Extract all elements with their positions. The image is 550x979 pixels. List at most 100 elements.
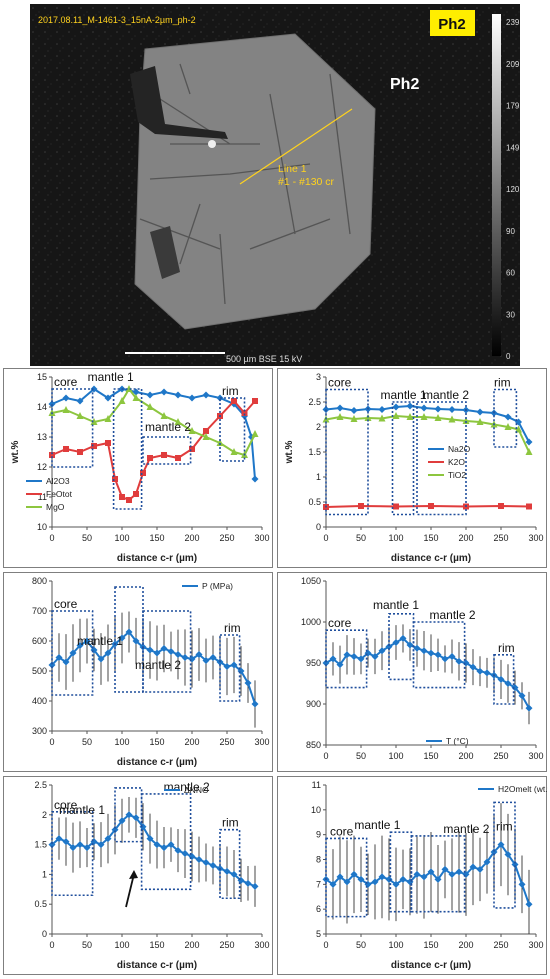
y-tick-label: 10 (37, 522, 47, 532)
x-tick-label: 150 (423, 533, 438, 543)
y-tick-label: 300 (32, 726, 47, 736)
y-tick-label: 700 (32, 606, 47, 616)
zone-box (140, 793, 192, 891)
grayscale-bar (492, 14, 501, 356)
line-label: Line 1 (278, 163, 307, 175)
chart-pressure: 300 400 500 600 700 800 0 50 100 150 200 250 300 dist… (32, 576, 270, 768)
grayscale-tick-label: 0 (506, 352, 511, 361)
series-point (251, 700, 259, 708)
series-point (385, 643, 393, 651)
series-point (132, 637, 140, 645)
chart-panel-temperature: 850 900 950 1000 1050 0 50 100 150 200 250 300 core m… (277, 572, 547, 772)
series-point (223, 867, 231, 875)
series-point (476, 408, 484, 416)
series-point (406, 413, 414, 420)
y-tick-label: 8 (316, 855, 321, 865)
y-tick-label: 6 (316, 904, 321, 914)
x-tick-label: 200 (184, 737, 199, 747)
x-tick-label: 200 (458, 940, 473, 950)
series-point (125, 811, 133, 819)
zone-label: mantle 1 (59, 803, 105, 817)
series-point (511, 684, 519, 692)
series-point (251, 475, 259, 483)
series-point (406, 641, 414, 649)
series-point (230, 661, 238, 669)
series-point (526, 503, 532, 510)
series-point (76, 642, 84, 649)
series-point (125, 628, 133, 636)
grayscale-tick-label: 60 (506, 269, 515, 278)
series-point (55, 835, 63, 843)
legend-label: T (°C) (446, 736, 469, 746)
zone-box (493, 654, 515, 705)
series-point (62, 394, 70, 402)
zone-label: core (328, 616, 352, 630)
x-tick-label: 250 (219, 533, 234, 543)
series-point (174, 418, 182, 425)
series-point (329, 655, 337, 663)
series-point (230, 870, 238, 878)
y-tick-label: 7 (316, 879, 321, 889)
series-point (202, 657, 210, 664)
zone-label: core (54, 798, 78, 812)
series-point (441, 655, 449, 663)
series-point (251, 882, 259, 890)
series-point (216, 439, 224, 446)
series-point (392, 412, 400, 419)
header-text: 2017.08.11_M-1461-3_15nA-2µm_ph-2 (38, 15, 196, 25)
series-point (160, 844, 168, 852)
x-tick-label: 300 (528, 751, 543, 761)
zone-box (219, 397, 246, 462)
x-axis-label: distance c-r (µm) (117, 553, 197, 564)
series-point (378, 414, 386, 422)
y-tick-label: 2 (42, 810, 47, 820)
series-point (76, 412, 84, 419)
x-tick-label: 300 (528, 940, 543, 950)
series-point (455, 868, 463, 876)
series-point (427, 868, 435, 876)
legend-label: FeOtot (46, 489, 73, 499)
series-point (167, 648, 175, 655)
x-tick-label: 300 (528, 533, 543, 543)
bright-inclusion (208, 140, 216, 148)
series-point (251, 430, 259, 437)
series-point (132, 814, 140, 822)
y-axis-label: wt.% (284, 441, 295, 465)
x-tick-label: 150 (423, 751, 438, 761)
y-tick-label: 0.5 (34, 899, 47, 909)
y-tick-label: 2.5 (34, 780, 47, 790)
series-point (119, 494, 125, 500)
series-point (399, 634, 407, 642)
zone-box (410, 835, 466, 913)
series-point (63, 446, 69, 452)
series-point (160, 388, 168, 396)
zone-box (51, 811, 94, 897)
series-point (385, 875, 393, 883)
zone-box (493, 388, 518, 448)
x-tick-label: 0 (49, 940, 54, 950)
dark-inclusion (150, 226, 180, 279)
series-point (469, 663, 477, 671)
series-point (203, 428, 209, 434)
zone-label: mantle 1 (88, 370, 134, 384)
series-point (209, 654, 217, 661)
series-point (336, 404, 344, 412)
series-point (420, 647, 428, 655)
series-line (51, 387, 256, 480)
y-tick-label: 9 (316, 830, 321, 840)
x-tick-label: 100 (388, 751, 403, 761)
x-tick-label: 250 (219, 737, 234, 747)
series-point (434, 875, 442, 883)
series-point (104, 835, 112, 843)
x-tick-label: 250 (493, 940, 508, 950)
x-tick-label: 200 (184, 533, 199, 543)
x-tick-label: 50 (82, 940, 92, 950)
y-tick-label: 3 (316, 372, 321, 382)
series-point (231, 398, 237, 404)
series-point (48, 400, 56, 408)
series-point (146, 391, 154, 399)
x-tick-label: 0 (323, 751, 328, 761)
series-point (174, 651, 182, 658)
zone-box (114, 787, 143, 843)
zone-box (416, 401, 467, 516)
